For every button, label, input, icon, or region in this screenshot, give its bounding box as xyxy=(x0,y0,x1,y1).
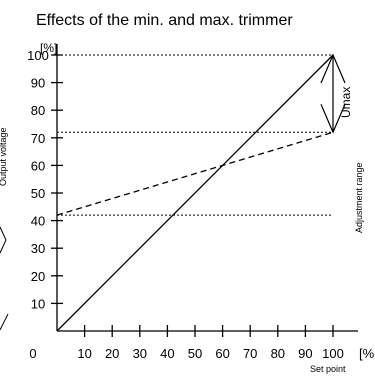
y-tick-label: 40 xyxy=(31,214,45,229)
y-tick-label: 10 xyxy=(31,296,45,311)
y-tick-label: 20 xyxy=(31,269,45,284)
x-tick-label: 50 xyxy=(188,346,202,361)
x-tick-label: 10 xyxy=(77,346,91,361)
left-edge-arrow-fragment xyxy=(0,313,9,331)
x-tick-label: 30 xyxy=(133,346,147,361)
y-tick-label: 80 xyxy=(31,103,45,118)
x-tick-label: 0 xyxy=(29,346,36,361)
y-tick-label: 30 xyxy=(31,241,45,256)
series-line-solid xyxy=(56,54,334,332)
series-line-dashed xyxy=(56,131,334,216)
x-tick-label: 80 xyxy=(271,346,285,361)
adjustment-range-label: Adjustment range xyxy=(354,162,364,233)
y-tick-label: 90 xyxy=(31,76,45,91)
x-tick-label: 60 xyxy=(215,346,229,361)
x-tick-label: 90 xyxy=(298,346,312,361)
y-axis-unit: [%] xyxy=(40,41,57,55)
y-tick-label: 100 xyxy=(27,48,49,63)
y-tick-label: 70 xyxy=(31,131,45,146)
y-tick-label: 60 xyxy=(31,158,45,173)
y-tick-label: 50 xyxy=(31,186,45,201)
chart-marks: 10 20 30 40 50 60 70 80 90 100 0 10 20 30 40 50 60 70 80 90… xyxy=(0,44,358,361)
umax-arrowhead-bottom xyxy=(320,104,346,134)
x-axis-unit: [% xyxy=(359,346,375,361)
chart-title: Effects of the min. and max. trimmer xyxy=(36,12,293,29)
x-tick-label: 70 xyxy=(243,346,257,361)
left-edge-arrow-fragment xyxy=(0,226,7,254)
x-tick-label: 100 xyxy=(322,346,344,361)
x-axis-label: Set point xyxy=(310,364,346,374)
x-tick-label: 40 xyxy=(160,346,174,361)
x-tick-label: 20 xyxy=(105,346,119,361)
y-axis-label: Output voltage xyxy=(0,127,8,186)
umax-arrowhead-top xyxy=(320,53,346,84)
